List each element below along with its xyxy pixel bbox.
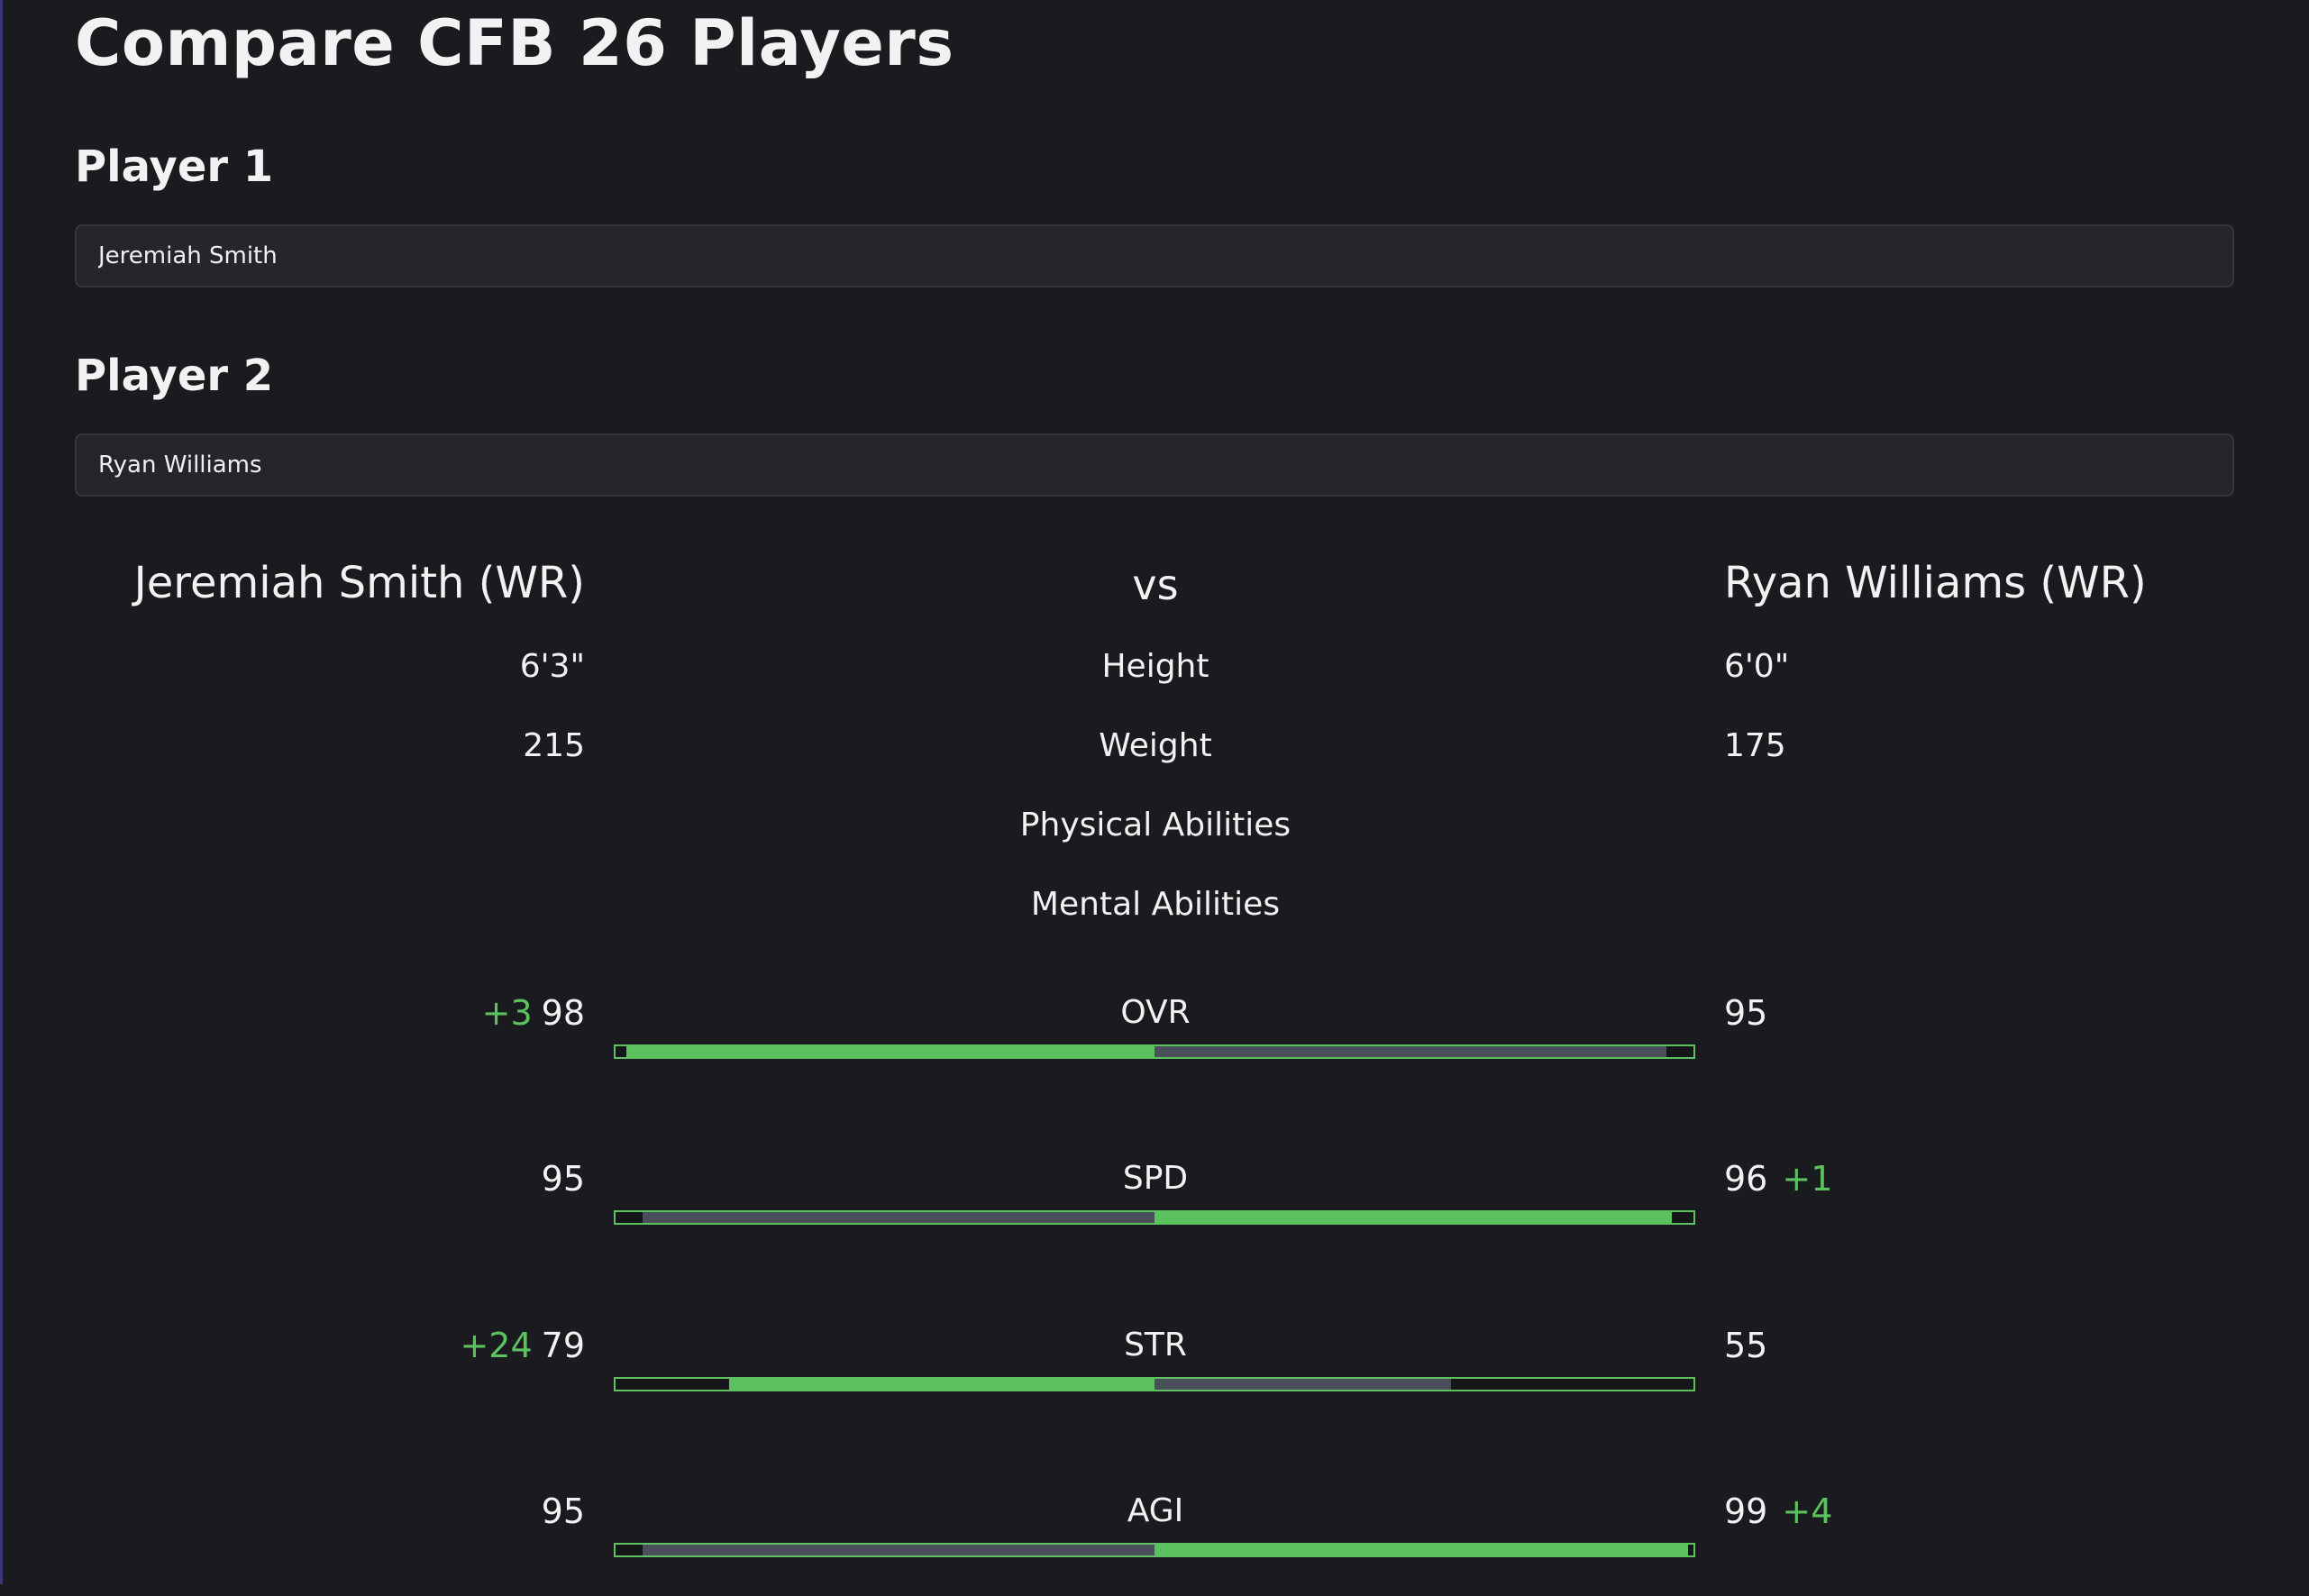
player2-input[interactable]: [75, 433, 2234, 497]
height-label: Height: [1101, 648, 1209, 685]
page-title: Compare CFB 26 Players: [75, 6, 954, 80]
bar-right-fill: [1154, 1379, 1451, 1390]
window-edge: [0, 0, 3, 1584]
stat-right-value: 96: [1724, 1159, 1768, 1199]
stat-row-str: +24 79 STR 55: [0, 1322, 2309, 1430]
stat-right-value: 95: [1724, 993, 1768, 1033]
height-left-value: 6'3": [519, 648, 585, 685]
stat-left-cell: 95: [533, 1155, 585, 1202]
weight-label: Weight: [1099, 727, 1212, 764]
stat-label: SPD: [1122, 1160, 1189, 1197]
stat-right-cell: 99 +4: [1724, 1488, 1832, 1535]
bar-left-fill: [642, 1212, 1154, 1223]
stat-left-value: 98: [541, 993, 585, 1033]
stat-right-value: 99: [1724, 1491, 1768, 1531]
stat-left-value: 95: [541, 1159, 585, 1199]
stat-right-value: 55: [1724, 1326, 1768, 1365]
bar-left-fill: [625, 1046, 1154, 1057]
bar-left-fill: [642, 1545, 1154, 1555]
stat-right-cell: 55: [1724, 1322, 1782, 1369]
section-mental-abilities[interactable]: Mental Abilities: [1030, 886, 1281, 923]
stat-left-cell: 95: [533, 1488, 585, 1535]
stat-left-value: 95: [541, 1491, 585, 1531]
stat-row-agi: 95 AGI 99 +4: [0, 1488, 2309, 1596]
stat-right-diff: +1: [1782, 1159, 1833, 1199]
stat-left-cell: +24 79: [460, 1322, 585, 1369]
player1-name: Jeremiah Smith (WR): [133, 558, 585, 608]
stat-right-cell: 95: [1724, 990, 1782, 1036]
stat-comparison-bar: [614, 1377, 1695, 1391]
stat-left-cell: +3 98: [482, 990, 585, 1036]
stat-comparison-bar: [614, 1210, 1695, 1225]
player1-input[interactable]: [75, 224, 2234, 287]
weight-right-value: 175: [1724, 727, 1786, 764]
stat-label: AGI: [1127, 1492, 1184, 1529]
stat-left-diff: +24: [460, 1326, 533, 1365]
player2-label: Player 2: [75, 351, 274, 401]
stat-label: STR: [1124, 1327, 1187, 1363]
stat-comparison-bar: [614, 1543, 1695, 1557]
section-physical-abilities[interactable]: Physical Abilities: [1019, 807, 1291, 844]
bar-left-fill: [728, 1379, 1154, 1390]
stat-left-diff: +3: [481, 993, 533, 1033]
player1-label: Player 1: [75, 141, 274, 192]
stat-right-cell: 96 +1: [1724, 1155, 1832, 1202]
weight-left-value: 215: [523, 727, 585, 764]
stat-label: OVR: [1120, 994, 1191, 1031]
stat-row-ovr: +3 98 OVR 95: [0, 990, 2309, 1098]
bar-right-fill: [1154, 1046, 1667, 1057]
stat-right-diff: +4: [1782, 1491, 1833, 1531]
height-right-value: 6'0": [1724, 648, 1790, 685]
vs-label: vs: [1132, 561, 1179, 609]
bar-right-fill: [1154, 1212, 1673, 1223]
bar-right-fill: [1154, 1545, 1689, 1555]
stat-row-spd: 95 SPD 96 +1: [0, 1155, 2309, 1263]
stat-left-value: 79: [541, 1326, 585, 1365]
player2-name: Ryan Williams (WR): [1724, 558, 2147, 608]
stat-comparison-bar: [614, 1044, 1695, 1059]
